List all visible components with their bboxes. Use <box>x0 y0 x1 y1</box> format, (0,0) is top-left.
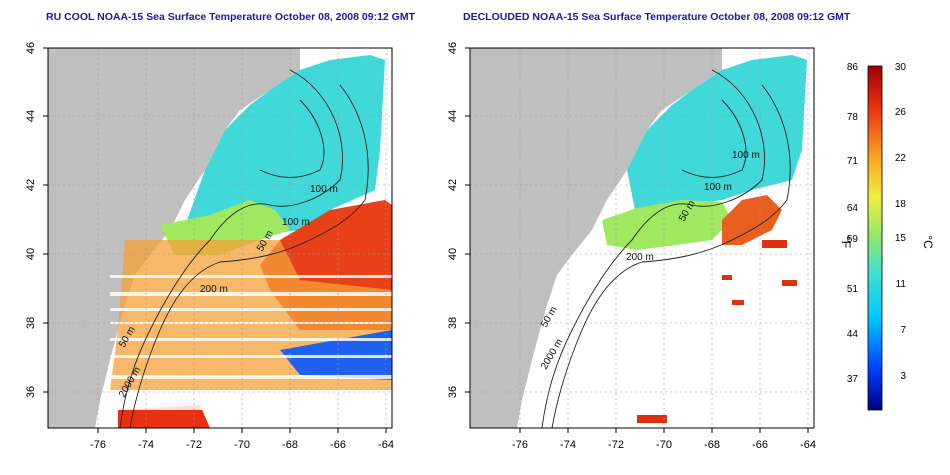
lon-tick-label: -70 <box>234 439 250 451</box>
contour-label-200m: 200 m <box>200 284 228 295</box>
c-tick-label: 26 <box>895 107 907 118</box>
lat-tick-label: 38 <box>25 317 37 329</box>
contour-label-100m-b: 100 m <box>282 217 310 228</box>
isobath-lines <box>119 69 369 428</box>
lat-tick-label: 40 <box>25 248 37 260</box>
lat-tick-label: 46 <box>25 42 37 54</box>
right-sst-map: 100 m 100 m 50 m 200 m 50 m 2000 m -76 -… <box>447 42 816 451</box>
lon-tick-label: -72 <box>608 439 624 451</box>
lon-tick-label: -76 <box>90 439 106 451</box>
lat-tick-label: 36 <box>447 386 459 398</box>
graticule <box>470 48 814 428</box>
lon-tick-label: -72 <box>186 439 202 451</box>
f-tick-label: 59 <box>847 234 859 245</box>
sst-gulf-region <box>602 200 732 250</box>
lon-tick-label: -64 <box>800 439 816 451</box>
lat-tick-label: 46 <box>447 42 459 54</box>
lon-tick-label: -64 <box>378 439 394 451</box>
c-tick-label: 3 <box>900 371 906 382</box>
c-tick-label: 15 <box>895 233 907 244</box>
sst-warm-specks <box>637 240 797 423</box>
c-tick-label: 30 <box>895 62 907 73</box>
f-tick-label: 51 <box>847 284 859 295</box>
contour-label-100m-a: 100 m <box>732 150 760 161</box>
c-tick-label: 7 <box>900 325 906 336</box>
c-tick-label: 11 <box>896 279 907 290</box>
right-panel-title: DECLOUDED NOAA-15 Sea Surface Temperatur… <box>463 11 851 23</box>
f-tick-label: 44 <box>847 329 859 340</box>
sst-cool-region <box>180 55 385 245</box>
lon-tick-label: -68 <box>704 439 720 451</box>
land-mass <box>470 48 722 428</box>
lat-tick-label: 38 <box>447 317 459 329</box>
colorbar-gradient <box>867 65 883 411</box>
land-mass <box>48 48 300 428</box>
c-tick-label: 22 <box>895 153 907 164</box>
lon-tick-label: -68 <box>282 439 298 451</box>
lat-tick-label: 42 <box>25 179 37 191</box>
f-tick-label: 37 <box>847 374 859 385</box>
fahrenheit-unit-label: °F <box>839 236 853 248</box>
lon-tick-label: -66 <box>330 439 346 451</box>
f-tick-label: 78 <box>847 112 859 123</box>
lat-tick-label: 44 <box>25 110 37 122</box>
sst-bottom-patch <box>118 405 210 428</box>
lat-tick-label: 40 <box>447 248 459 260</box>
left-sst-map: 100 m 100 m 50 m 200 m 50 m 2000 m -76 -… <box>25 42 394 451</box>
contour-label-200m: 200 m <box>626 252 654 263</box>
temperature-colorbar: 86 78 71 64 59 51 44 37 30 26 22 18 15 1… <box>839 62 935 411</box>
f-tick-label: 64 <box>847 203 859 214</box>
lat-tick-label: 36 <box>25 386 37 398</box>
lat-tick-label: 42 <box>447 179 459 191</box>
f-tick-label: 86 <box>847 62 859 73</box>
lon-tick-label: -66 <box>752 439 768 451</box>
lon-tick-label: -74 <box>138 439 154 451</box>
celsius-unit-label: °C <box>921 235 935 249</box>
map-border <box>469 47 815 429</box>
c-tick-label: 18 <box>895 199 907 210</box>
sst-warm-region <box>722 195 782 245</box>
cloud-stripes <box>110 275 392 410</box>
map-border <box>47 47 393 429</box>
lon-tick-label: -70 <box>656 439 672 451</box>
f-tick-label: 71 <box>847 156 859 167</box>
lat-tick-label: 44 <box>447 110 459 122</box>
contour-label-100m-a: 100 m <box>310 184 338 195</box>
contour-label-100m-b: 100 m <box>704 182 732 193</box>
lon-tick-label: -76 <box>512 439 528 451</box>
isobath-lines <box>541 69 791 428</box>
lon-tick-label: -74 <box>560 439 576 451</box>
left-panel-title: RU COOL NOAA-15 Sea Surface Temperature … <box>46 11 415 23</box>
